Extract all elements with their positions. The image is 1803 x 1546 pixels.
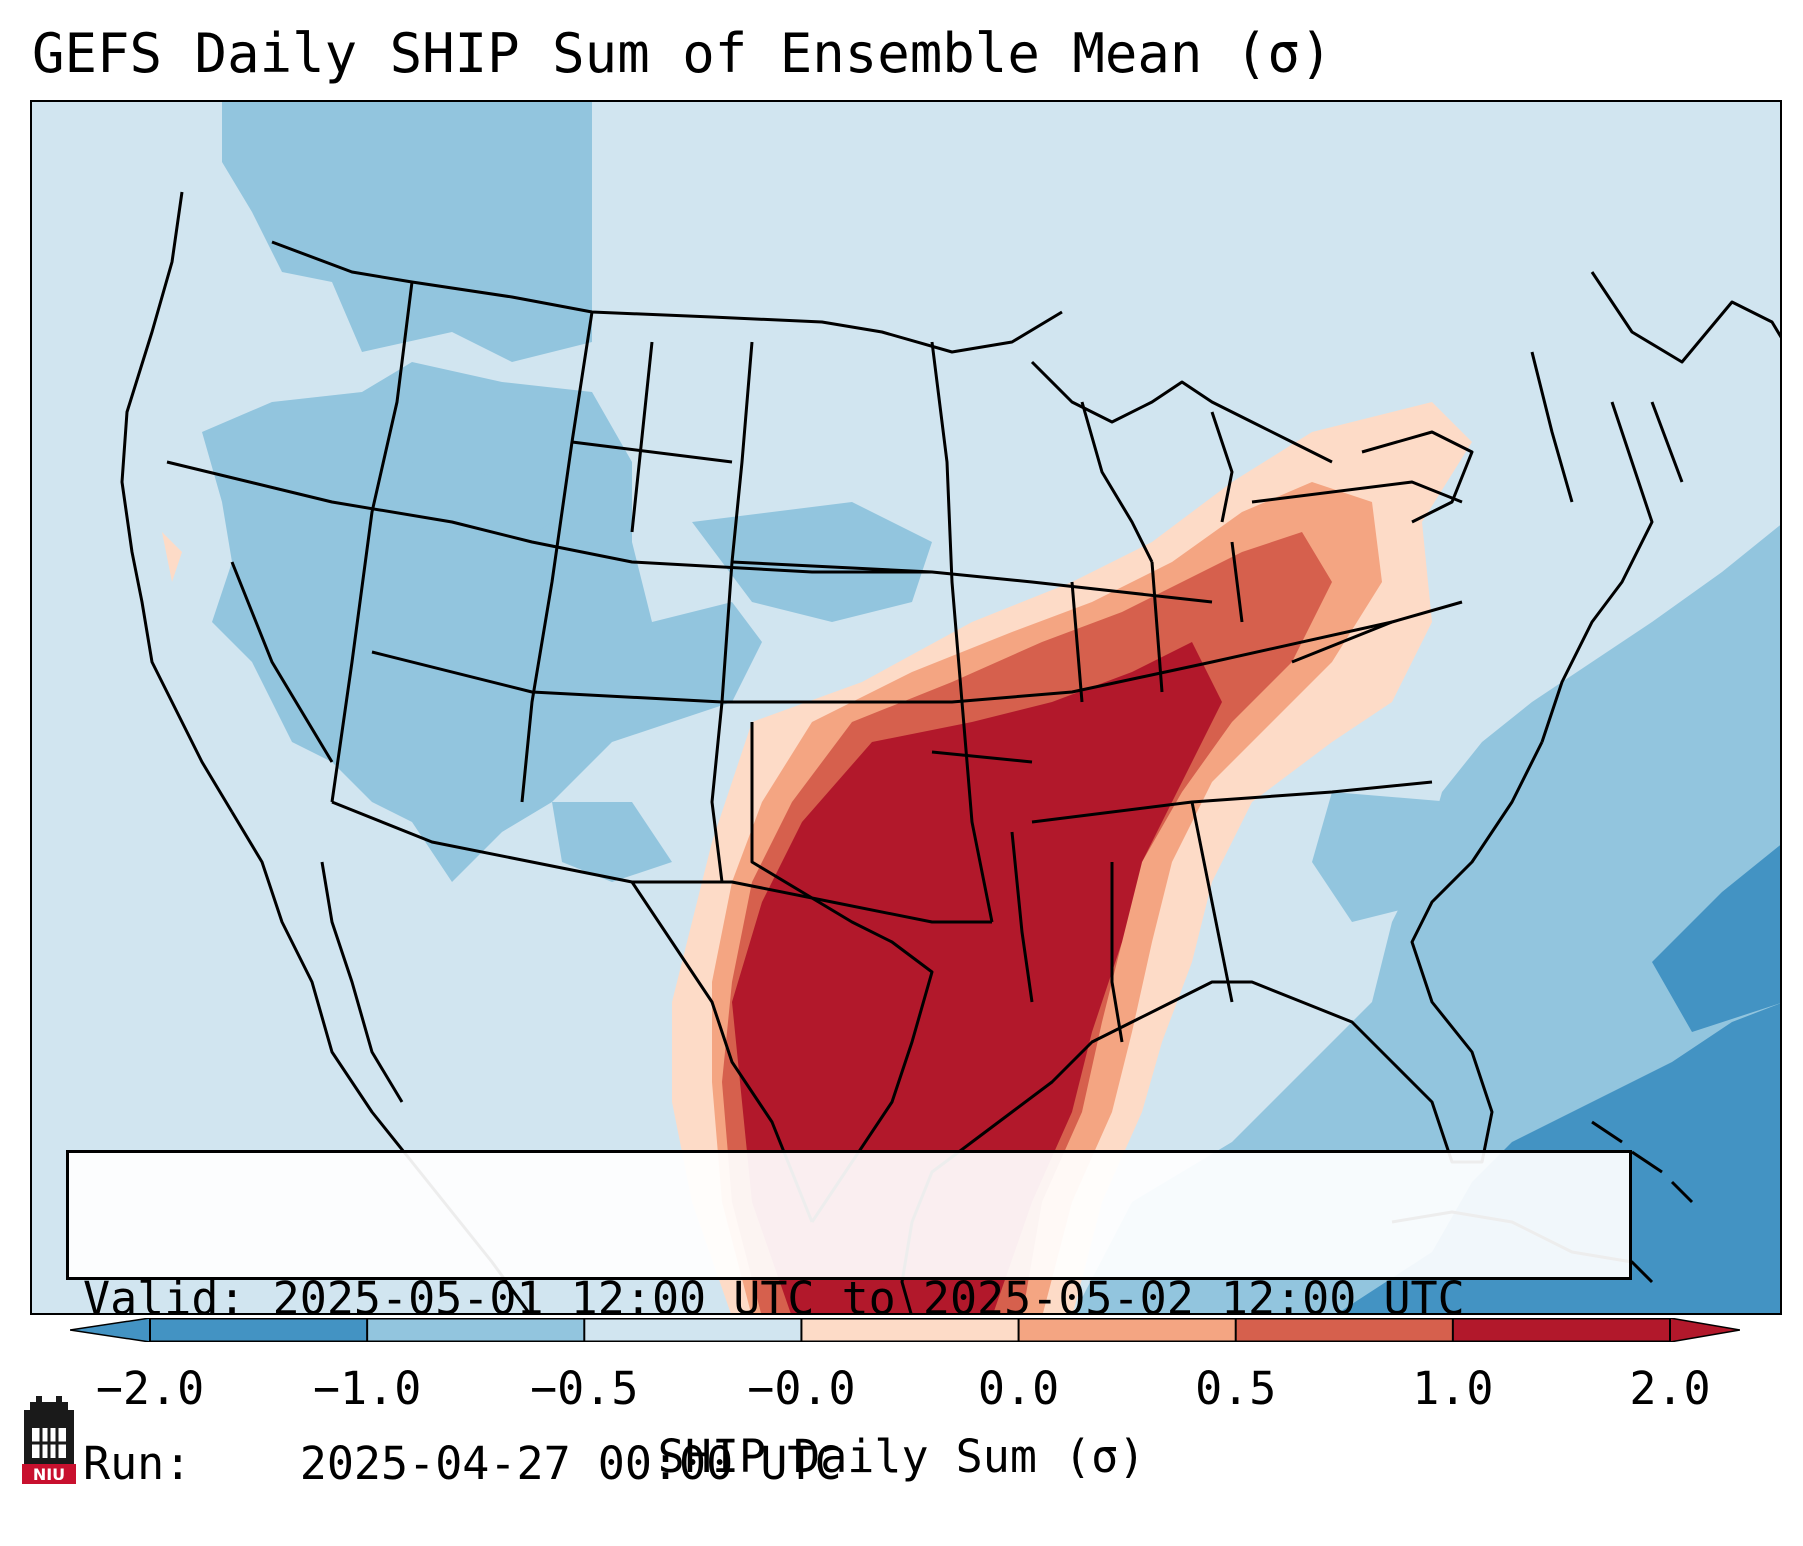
extreme-positive-core [732,642,1222,1313]
colorbar-tick-label: 0.5 [1195,1362,1277,1415]
colorbar-segment [801,1318,1019,1342]
map-title: GEFS Daily SHIP Sum of Ensemble Mean (σ) [32,22,1333,85]
colorbar-tick-label: −1.0 [312,1362,422,1415]
colorbar-extend-low [70,1318,151,1342]
colorbar-tick-label: 2.0 [1629,1362,1711,1415]
colorbar-segment [367,1318,585,1342]
colorbar [70,1318,1740,1342]
colorbar-extend-high [1669,1318,1740,1342]
colorbar-tick-label: 0.0 [977,1362,1060,1415]
map-panel [30,100,1782,1315]
colorbar-tick-label: 1.0 [1412,1362,1494,1415]
run-line: Run: 2025-04-27 00:00 UTC [83,1436,1629,1491]
valid-label: Valid: [83,1272,246,1325]
colorbar-segment [1018,1318,1236,1342]
colorbar-segment [584,1318,802,1342]
colorbar-segment [1235,1318,1453,1342]
colorbar-tick-label: −2.0 [95,1362,205,1415]
valid-line: Valid: 2025-05-01 12:00 UTC to 2025-05-0… [83,1271,1629,1326]
valid-run-info: Valid: 2025-05-01 12:00 UTC to 2025-05-0… [66,1150,1632,1490]
logo-text: NIU [33,1465,65,1484]
niu-logo: NIU [22,1396,76,1484]
colorbar-segment [150,1318,368,1342]
negative-anomaly-west [202,102,932,882]
ship-map [32,102,1780,1313]
colorbar-segment [1452,1318,1670,1342]
political-boundaries [120,191,1780,1313]
colorbar-tick-label: −0.5 [530,1362,639,1415]
colorbar-label: SHIP Daily Sum (σ) [657,1430,1146,1483]
run-value: 2025-04-27 00:00 UTC [299,1437,842,1490]
valid-value: 2025-05-01 12:00 UTC to 2025-05-02 12:00… [272,1272,1465,1325]
run-label: Run: [83,1437,192,1490]
colorbar-tick-label: −0.0 [747,1362,856,1415]
